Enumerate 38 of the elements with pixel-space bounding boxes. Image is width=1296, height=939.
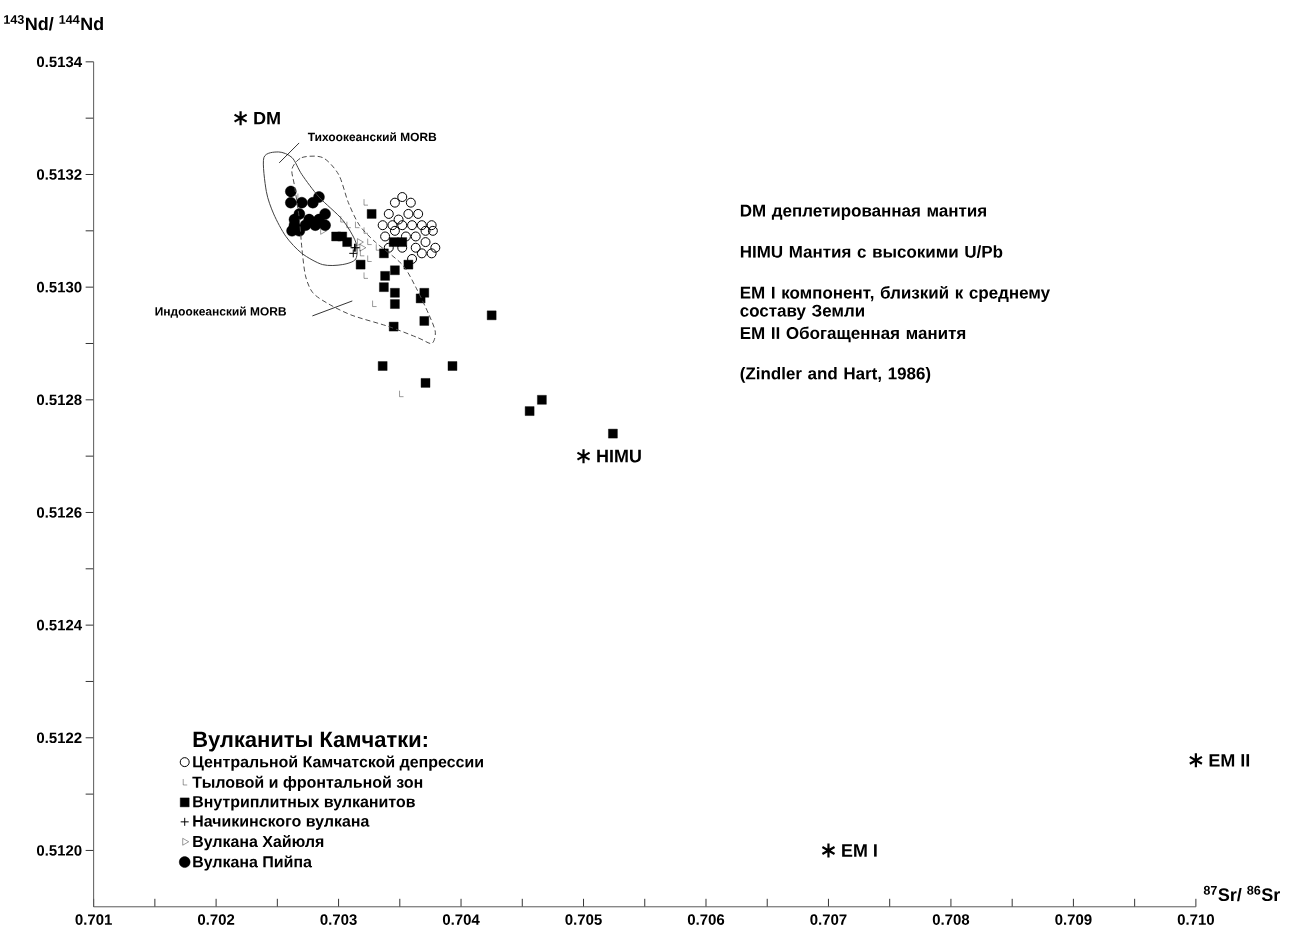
- x-tick-label: 0.703: [320, 914, 357, 926]
- y-tick-label: 0.5124: [36, 619, 83, 631]
- x-tick-label: 0.701: [75, 914, 112, 926]
- annotation: EM I: [842, 844, 877, 857]
- x-tick-label: 0.704: [442, 914, 480, 926]
- y-tick-label: 0.5122: [36, 732, 82, 744]
- y-tick-label: 0.5132: [36, 169, 82, 180]
- legend-label: Центральной Камчатской депрессии: [193, 755, 483, 771]
- annotation: EM II Обогащенная манитя: [740, 326, 966, 343]
- x-tick-label: 0.706: [687, 914, 725, 926]
- legend-label: Начикинского вулкана: [193, 815, 370, 831]
- y-tick-label: 0.5130: [36, 281, 82, 293]
- y-axis-title: $^{143}$Nd/ $^{144}$Nd: [4, 15, 103, 31]
- x-tick-label: 0.702: [197, 914, 235, 926]
- y-tick-label: 0.5128: [36, 394, 82, 406]
- annotation: Индоокеанский MORB: [155, 306, 286, 319]
- x-tick-label: 0.709: [1055, 914, 1092, 926]
- legend-label: Тыловой и фронтальной зон: [192, 775, 423, 792]
- annotation: DM деплетированная мантия: [740, 204, 986, 221]
- y-tick-label: 0.5126: [36, 507, 82, 518]
- annotation: HIMU: [597, 450, 641, 463]
- x-axis-title: $^{87}$Sr/ $^{86}$Sr: [1203, 886, 1280, 902]
- x-tick-label: 0.708: [932, 914, 970, 926]
- x-tick-label: 0.705: [565, 914, 602, 926]
- x-tick-label: 0.707: [810, 914, 847, 926]
- annotation: (Zindler and Hart, 1986): [740, 367, 931, 383]
- legend-label: Внутриплитных вулканитов: [193, 796, 415, 811]
- legend-title: Вулканиты Камчатки:: [193, 732, 427, 752]
- legend-label: Вулкана Пийпа: [193, 855, 313, 871]
- legend-label: Вулкана Хайюля: [193, 835, 324, 851]
- annotation: EM II: [1209, 754, 1250, 767]
- y-tick-label: 0.5134: [36, 56, 83, 68]
- annotation: HIMU Мантия с высокими U/Pb: [740, 245, 1003, 259]
- annotation: EM I компонент, близкий к среднему составу Земли: [740, 286, 1050, 321]
- x-tick-label: 0.710: [1177, 914, 1214, 926]
- y-tick-label: 0.5120: [36, 845, 82, 856]
- annotation: Тихоокеанский MORB: [307, 132, 437, 142]
- annotation: DM: [254, 112, 280, 125]
